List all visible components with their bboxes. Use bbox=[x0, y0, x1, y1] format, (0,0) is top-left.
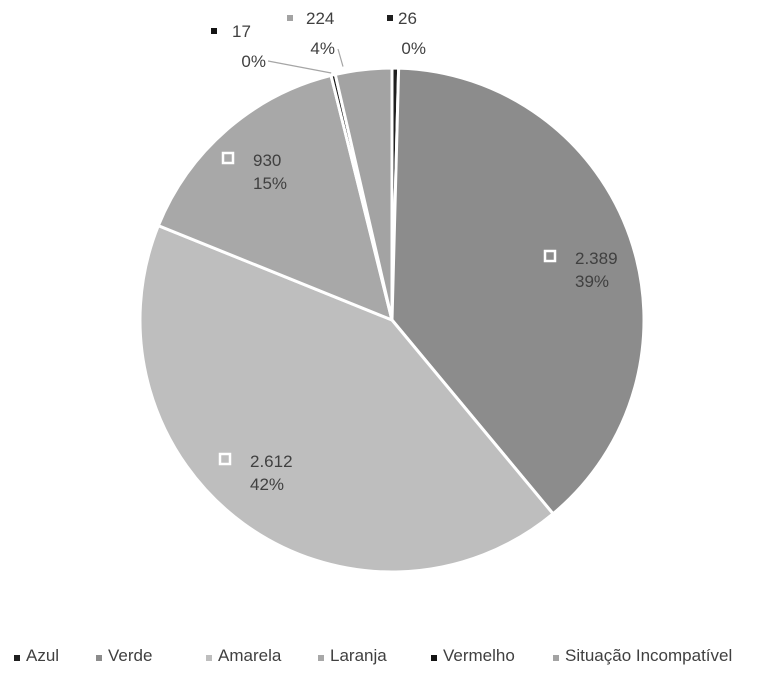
legend-label-azul: Azul bbox=[26, 646, 59, 665]
percent-label-laranja: 15% bbox=[253, 174, 287, 193]
legend-label-situacao-incompativel: Situação Incompatível bbox=[565, 646, 732, 665]
value-label-amarela: 2.612 bbox=[250, 452, 293, 471]
pie-slice-verde bbox=[390, 66, 646, 516]
value-label-situacao-incompativel: 224 bbox=[306, 9, 334, 28]
percent-label-situacao-incompativel: 4% bbox=[310, 39, 335, 58]
label-marker-vermelho bbox=[211, 28, 217, 34]
legend-swatch-amarela bbox=[206, 655, 212, 661]
legend-swatch-azul bbox=[14, 655, 20, 661]
label-marker-azul bbox=[387, 15, 393, 21]
leader-line-situacao-incompativel bbox=[337, 48, 344, 67]
legend-label-vermelho: Vermelho bbox=[443, 646, 515, 665]
value-label-vermelho: 17 bbox=[232, 22, 251, 41]
legend: Azul Verde Amarela Laranja Vermelho Situação … bbox=[14, 646, 732, 665]
label-marker-situacao-incompativel bbox=[287, 15, 293, 21]
legend-label-amarela: Amarela bbox=[218, 646, 282, 665]
label-marker-laranja bbox=[221, 151, 235, 165]
pie-slices bbox=[138, 66, 646, 574]
data-labels: 26 0% 2.389 39% 2.612 42% 930 15% 17 0% 224 4% bbox=[211, 9, 618, 494]
pie-slice-laranja bbox=[156, 73, 394, 322]
percent-label-verde: 39% bbox=[575, 272, 609, 291]
leader-line-vermelho bbox=[267, 60, 332, 74]
value-label-laranja: 930 bbox=[253, 151, 281, 170]
legend-label-laranja: Laranja bbox=[330, 646, 387, 665]
value-label-azul: 26 bbox=[398, 9, 417, 28]
percent-label-azul: 0% bbox=[401, 39, 426, 58]
label-marker-verde bbox=[543, 249, 557, 263]
pie-slice-amarela bbox=[138, 224, 555, 574]
legend-swatch-situacao-incompativel bbox=[553, 655, 559, 661]
label-marker-amarela bbox=[218, 452, 232, 466]
legend-swatch-vermelho bbox=[431, 655, 437, 661]
legend-swatch-verde bbox=[96, 655, 102, 661]
percent-label-vermelho: 0% bbox=[241, 52, 266, 71]
pie-slice-situacao-incompativel bbox=[333, 66, 394, 322]
value-label-verde: 2.389 bbox=[575, 249, 618, 268]
legend-swatch-laranja bbox=[318, 655, 324, 661]
legend-label-verde: Verde bbox=[108, 646, 152, 665]
percent-label-amarela: 42% bbox=[250, 475, 284, 494]
leader-lines bbox=[267, 48, 344, 74]
